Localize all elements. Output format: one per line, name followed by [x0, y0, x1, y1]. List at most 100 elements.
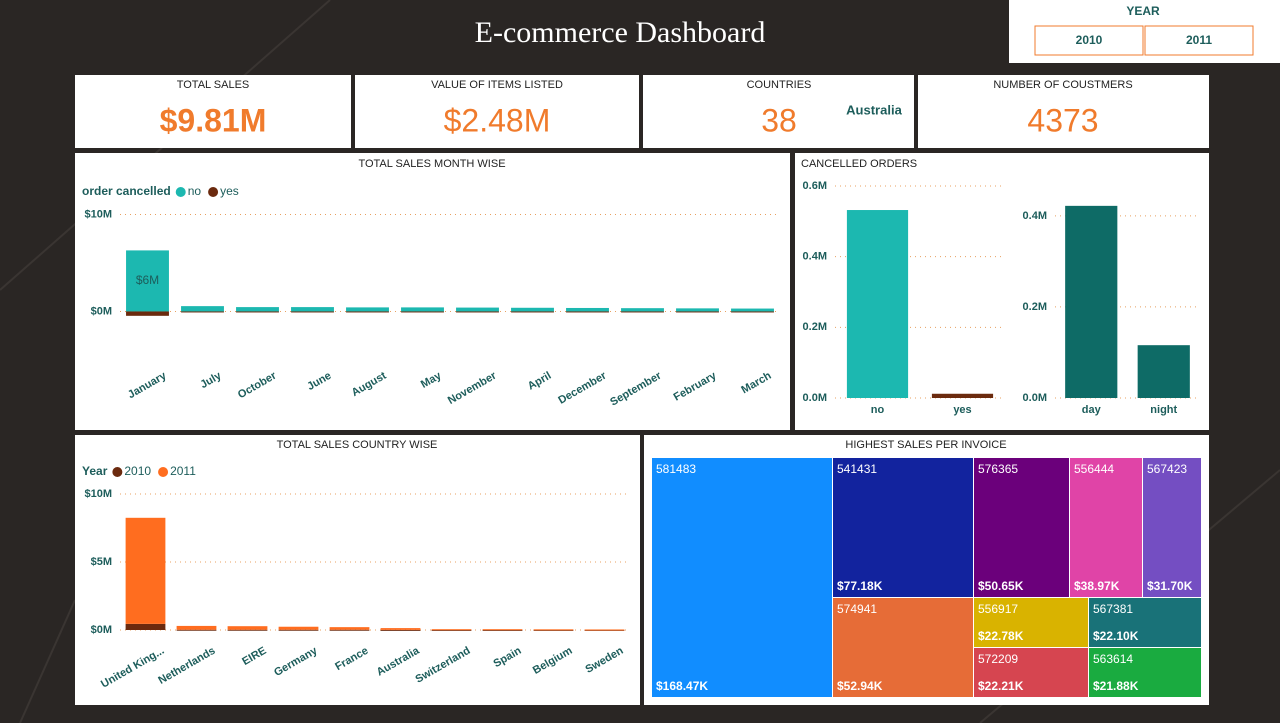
bar: [227, 629, 268, 631]
legend-label: yes: [220, 184, 239, 198]
y-tick-label: 0.4M: [803, 251, 827, 263]
bar: [346, 307, 389, 312]
kpi-card: [643, 75, 914, 148]
bar: [846, 210, 909, 398]
slicer-title: YEAR: [1126, 4, 1160, 18]
tile-value: $31.70K: [1147, 579, 1193, 593]
kpi-card: [918, 75, 1209, 148]
treemap-tile: [974, 648, 1088, 697]
treemap-tile: [1143, 458, 1201, 597]
panel-title: TOTAL SALES MONTH WISE: [358, 158, 505, 170]
bar: [346, 311, 389, 313]
y-tick-label: 0.2M: [1023, 301, 1047, 313]
bar: [380, 628, 421, 630]
data-label: $6M: [136, 273, 159, 287]
bar: [329, 629, 370, 631]
tile-label: 567423: [1147, 462, 1187, 476]
bar: [731, 308, 774, 312]
y-tick-label: $10M: [84, 208, 112, 220]
bar: [126, 311, 169, 316]
tile-value: $21.88K: [1093, 679, 1139, 693]
treemap-tile: [1089, 598, 1201, 647]
bar: [676, 308, 719, 312]
kpi-subtext: Australia: [846, 102, 902, 117]
bar: [125, 517, 166, 624]
bar: [380, 629, 421, 631]
bar: [431, 629, 472, 631]
panel: [75, 153, 790, 430]
kpi-label: VALUE OF ITEMS LISTED: [431, 79, 563, 91]
legend-swatch: [158, 467, 169, 477]
kpi-value: 4373: [1027, 102, 1098, 138]
kpi-label: TOTAL SALES: [177, 79, 250, 91]
tile-label: 556917: [978, 602, 1018, 616]
legend-swatch: [112, 467, 123, 477]
y-tick-label: 0.6M: [803, 180, 827, 192]
bg-line: [19, 599, 76, 723]
treemap-tile: [1089, 648, 1201, 697]
bar: [533, 629, 574, 631]
bar: [1065, 205, 1118, 398]
x-tick-label: yes: [953, 404, 971, 416]
bar: [584, 629, 625, 631]
treemap-tile: [833, 598, 973, 697]
x-tick-label: no: [871, 404, 885, 416]
bar: [176, 629, 217, 631]
tile-value: $52.94K: [837, 679, 883, 693]
tile-label: 572209: [978, 652, 1018, 666]
bar: [456, 311, 499, 313]
slicer-option-label[interactable]: 2011: [1186, 33, 1212, 47]
bar: [533, 629, 574, 631]
y-tick-label: $0M: [91, 624, 112, 636]
bar: [278, 626, 319, 630]
bar: [278, 629, 319, 631]
tile-label: 556444: [1074, 462, 1114, 476]
bar: [329, 627, 370, 630]
tile-label: 541431: [837, 462, 877, 476]
y-tick-label: 0.4M: [1023, 210, 1047, 222]
y-tick-label: $10M: [84, 488, 112, 500]
bar: [931, 393, 994, 398]
bar: [181, 306, 224, 312]
legend-swatch: [175, 187, 186, 197]
x-tick-label: day: [1082, 404, 1102, 416]
y-tick-label: $5M: [91, 556, 112, 568]
kpi-label: COUNTRIES: [747, 79, 812, 91]
kpi-label: NUMBER OF COUSTMERS: [993, 79, 1132, 91]
legend-label: 2011: [170, 464, 196, 478]
tile-value: $22.78K: [978, 629, 1024, 643]
bar: [511, 311, 554, 313]
slicer-option[interactable]: [1034, 25, 1144, 56]
kpi-value: $9.81M: [160, 102, 267, 138]
tile-label: 563614: [1093, 652, 1133, 666]
y-tick-label: 0.0M: [1023, 392, 1047, 404]
y-tick-label: $0M: [91, 305, 112, 317]
tile-value: $77.18K: [837, 579, 883, 593]
bar: [125, 623, 166, 630]
treemap-tile: [652, 458, 832, 697]
bar: [676, 311, 719, 313]
panel: [75, 435, 640, 705]
kpi-card: [355, 75, 639, 148]
bar: [431, 629, 472, 631]
panel-title: TOTAL SALES COUNTRY WISE: [277, 439, 438, 451]
tile-label: 576365: [978, 462, 1018, 476]
bar: [126, 250, 169, 312]
y-tick-label: 0.2M: [803, 321, 827, 333]
bar: [511, 307, 554, 312]
tile-value: $22.10K: [1093, 629, 1139, 643]
slicer-option[interactable]: [1144, 25, 1254, 56]
treemap-tile: [974, 458, 1069, 597]
dashboard-title: E-commerce Dashboard: [475, 16, 766, 49]
bar: [731, 311, 774, 313]
kpi-card: [75, 75, 351, 148]
treemap-tile: [1070, 458, 1142, 597]
slicer-option-label[interactable]: 2010: [1076, 33, 1103, 47]
tile-label: 567381: [1093, 602, 1133, 616]
y-tick-label: 0.0M: [803, 392, 827, 404]
legend-label: no: [188, 184, 202, 198]
bar: [621, 311, 664, 313]
tile-label: 581483: [656, 462, 696, 476]
